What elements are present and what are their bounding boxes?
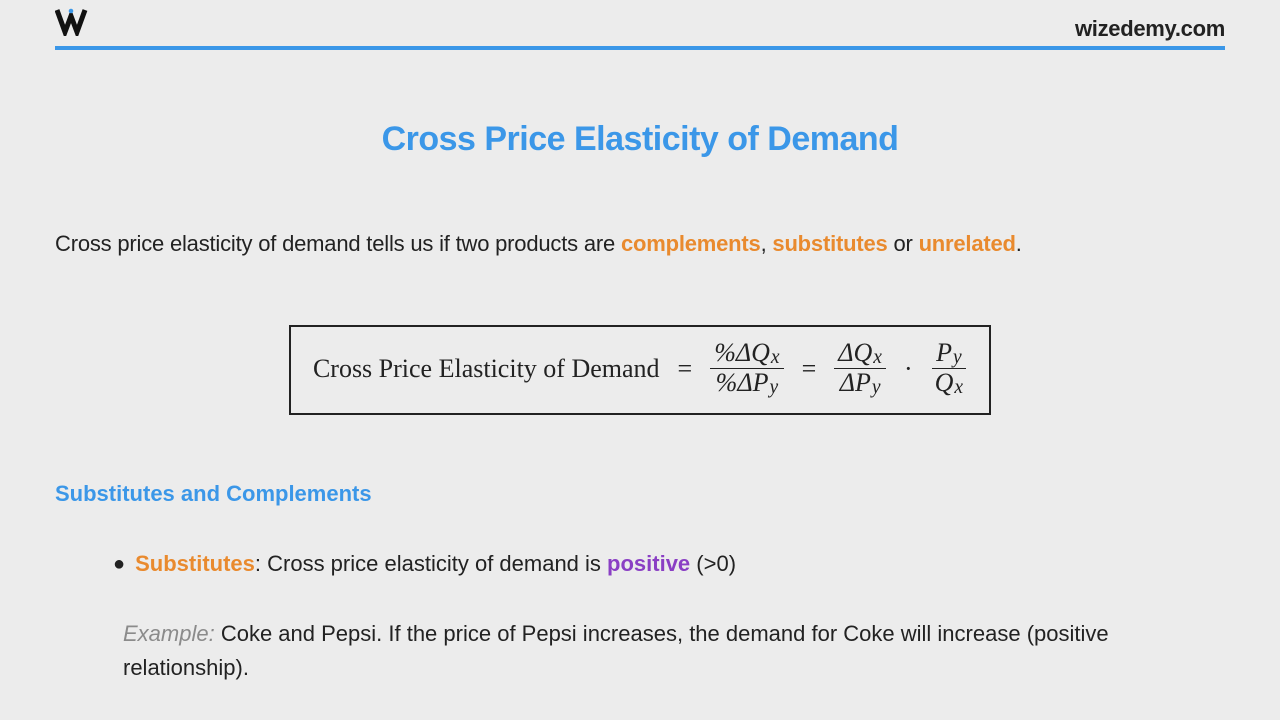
formula-dot: · bbox=[900, 354, 917, 384]
formula-frac2: ΔQx ΔPy bbox=[834, 339, 886, 399]
formula-frac3: Py Qx bbox=[931, 339, 967, 399]
formula-box: Cross Price Elasticity of Demand = %ΔQx … bbox=[289, 325, 991, 415]
bullet-icon: ● bbox=[113, 554, 125, 574]
logo bbox=[55, 6, 95, 42]
frac2-num: ΔQx bbox=[834, 339, 886, 369]
intro-post: . bbox=[1016, 231, 1022, 256]
intro-text: Cross price elasticity of demand tells u… bbox=[55, 231, 1225, 257]
bullet-label: Substitutes bbox=[135, 551, 255, 576]
intro-sep2: or bbox=[888, 231, 919, 256]
intro-complements: complements bbox=[621, 231, 761, 256]
logo-icon bbox=[55, 6, 95, 36]
bullet-content: Substitutes: Cross price elasticity of d… bbox=[135, 551, 736, 577]
bullet-colon: : bbox=[255, 551, 267, 576]
section-heading: Substitutes and Complements bbox=[55, 481, 1225, 507]
frac1-den: %ΔPy bbox=[712, 369, 782, 398]
page-title: Cross Price Elasticity of Demand bbox=[55, 120, 1225, 159]
bullet-text1: Cross price elasticity of demand is bbox=[267, 551, 607, 576]
formula-frac1: %ΔQx %ΔPy bbox=[710, 339, 783, 399]
site-url: wizedemy.com bbox=[1075, 16, 1225, 42]
intro-pre: Cross price elasticity of demand tells u… bbox=[55, 231, 621, 256]
bullet-positive: positive bbox=[607, 551, 690, 576]
intro-unrelated: unrelated bbox=[919, 231, 1016, 256]
formula-lhs: Cross Price Elasticity of Demand bbox=[313, 354, 660, 384]
example-label: Example: bbox=[123, 621, 215, 646]
formula-eq2: = bbox=[798, 354, 821, 384]
bullet-text2: (>0) bbox=[690, 551, 736, 576]
frac3-den: Qx bbox=[931, 369, 967, 398]
intro-sep1: , bbox=[761, 231, 773, 256]
formula-container: Cross Price Elasticity of Demand = %ΔQx … bbox=[55, 325, 1225, 415]
frac3-num: Py bbox=[932, 339, 966, 369]
example-text: Example: Coke and Pepsi. If the price of… bbox=[55, 617, 1225, 685]
formula-eq1: = bbox=[674, 354, 697, 384]
header: wizedemy.com bbox=[55, 0, 1225, 50]
frac2-den: ΔPy bbox=[836, 369, 885, 398]
page: wizedemy.com Cross Price Elasticity of D… bbox=[0, 0, 1280, 720]
frac1-num: %ΔQx bbox=[710, 339, 783, 369]
example-body: Coke and Pepsi. If the price of Pepsi in… bbox=[123, 621, 1109, 680]
intro-substitutes: substitutes bbox=[772, 231, 887, 256]
bullet-substitutes: ● Substitutes: Cross price elasticity of… bbox=[55, 551, 1225, 577]
